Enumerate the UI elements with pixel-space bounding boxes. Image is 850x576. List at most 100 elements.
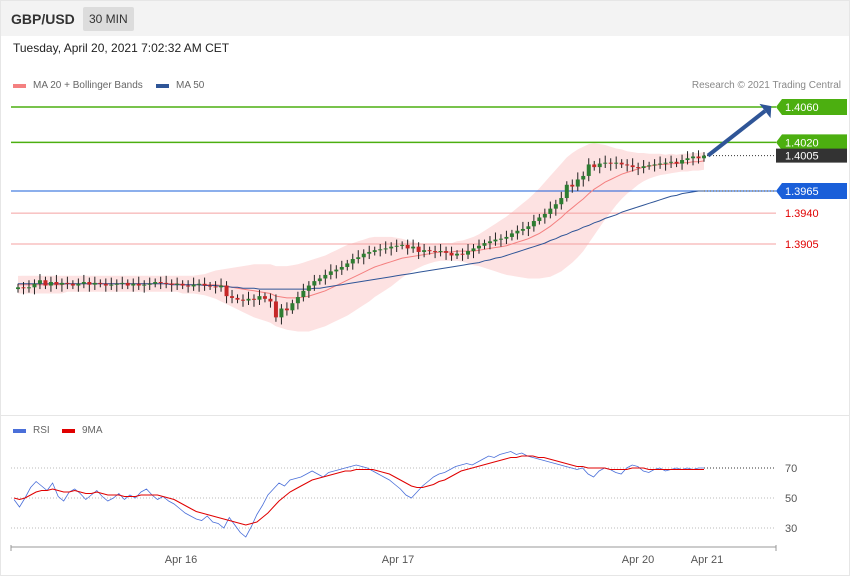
candle-body [26, 287, 31, 289]
legend-9ma: 9MA [62, 425, 103, 436]
candle-body [378, 249, 383, 251]
candle-body [597, 163, 602, 168]
candle-body [131, 283, 136, 286]
candle-body [224, 285, 229, 297]
candle-body [262, 296, 267, 299]
level-1.4005-label: 1.4005 [785, 151, 819, 163]
candle-body [658, 163, 663, 165]
candle-body [367, 251, 372, 254]
candle-body [98, 282, 103, 284]
candle-body [498, 238, 503, 240]
candle-body [372, 250, 377, 252]
candle-body [213, 286, 218, 288]
candle-body [125, 282, 130, 286]
candle-body [191, 284, 196, 287]
candle-body [87, 282, 92, 285]
candle-body [164, 282, 169, 284]
candle-body [120, 282, 125, 284]
candle-body [306, 285, 311, 291]
candle-body [411, 246, 416, 249]
candle-body [301, 290, 306, 298]
candle-body [614, 162, 619, 164]
candle-body [345, 263, 350, 267]
candle-body [542, 213, 547, 218]
candle-body [471, 248, 476, 252]
candle-body [334, 269, 339, 272]
rsi-tick-label: 70 [785, 463, 797, 475]
candle-body [493, 239, 498, 242]
candle-body [312, 281, 317, 286]
candle-body [295, 297, 300, 304]
candle-body [186, 285, 191, 287]
candle-body [246, 298, 251, 301]
candle-body [361, 253, 366, 258]
level-1.4060-tag [776, 99, 847, 115]
candle-body [208, 285, 213, 287]
candle-body [16, 287, 20, 290]
candle-body [669, 161, 674, 163]
candle-body [273, 301, 278, 318]
legend-9ma-label: 9MA [82, 425, 103, 436]
candle-body [570, 184, 575, 187]
candle-body [531, 221, 536, 227]
candle-body [647, 165, 652, 167]
candle-body [197, 283, 202, 285]
candle-body [21, 287, 26, 289]
9ma-swatch [62, 428, 75, 433]
candle-body [476, 245, 481, 249]
x-tick-label: Apr 20 [622, 554, 654, 566]
legend-rsi-label: RSI [33, 425, 50, 436]
legend-ma50: MA 50 [156, 80, 204, 91]
candle-body [317, 278, 322, 282]
candle-body [466, 251, 471, 255]
candle-body [32, 283, 37, 288]
rsi-tick-label: 30 [785, 523, 797, 535]
candle-body [158, 282, 163, 284]
timestamp: Tuesday, April 20, 2021 7:02:32 AM CET [13, 41, 230, 55]
candle-body [81, 282, 86, 284]
candle-body [59, 282, 64, 285]
candle-body [290, 303, 295, 311]
candle-body [509, 233, 514, 237]
candle-body [356, 257, 361, 260]
candle-body [504, 236, 509, 239]
candle-body [153, 282, 158, 284]
candle-body [142, 284, 147, 286]
candle-body [680, 160, 685, 164]
candle-body [625, 164, 630, 166]
rsi-swatch [13, 428, 26, 433]
candle-body [251, 298, 256, 300]
level-1.3940-label: 1.3940 [785, 208, 819, 220]
candle-body [350, 259, 355, 264]
candle-body [180, 283, 185, 286]
candle-body [592, 164, 597, 168]
candle-body [691, 156, 696, 159]
candle-body [586, 164, 591, 176]
candle-body [674, 161, 679, 164]
candle-body [444, 251, 449, 253]
candle-body [548, 208, 553, 214]
candle-body [433, 251, 438, 253]
timeframe-badge[interactable]: 30 MIN [83, 7, 134, 31]
level-1.4020-tag [776, 134, 847, 151]
ma20-swatch [13, 83, 26, 88]
level-1.4060-label: 1.4060 [785, 102, 819, 114]
level-1.3965-tag [776, 182, 847, 199]
candle-body [76, 283, 81, 286]
candle-body [581, 175, 586, 180]
rsi-line [13, 451, 704, 538]
candle-body [48, 282, 53, 286]
candle-body [575, 179, 580, 187]
candle-body [702, 155, 706, 159]
legend-ma20: MA 20 + Bollinger Bands [13, 80, 143, 91]
candle-body [323, 274, 328, 279]
candle-body [553, 204, 558, 209]
forecast-arrow-shaft [706, 109, 767, 158]
credit-text: Research © 2021 Trading Central [691, 80, 841, 91]
candle-body [641, 166, 646, 168]
legend-ma50-label: MA 50 [176, 80, 205, 91]
candle-body [37, 280, 42, 284]
candle-body [383, 248, 388, 250]
candle-body [520, 228, 525, 231]
